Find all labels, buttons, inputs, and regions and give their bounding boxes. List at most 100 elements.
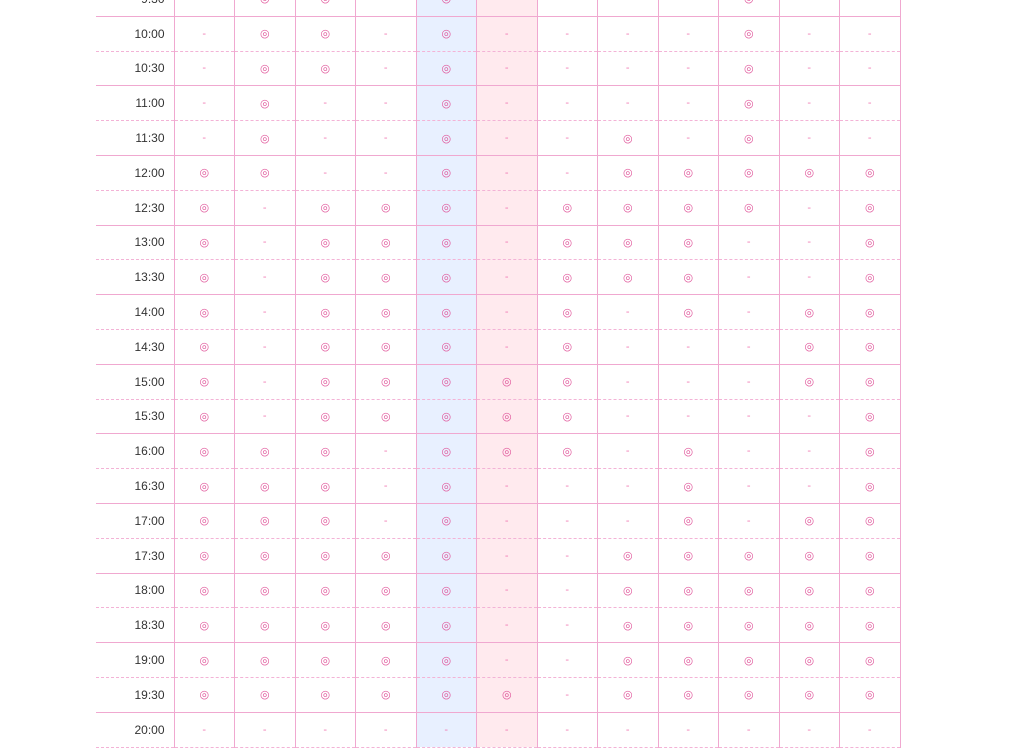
available-slot[interactable]: ◎ xyxy=(839,642,901,678)
available-slot[interactable]: ◎ xyxy=(778,538,840,574)
available-slot[interactable]: ◎ xyxy=(234,120,296,156)
available-slot[interactable]: ◎ xyxy=(234,16,296,52)
available-slot[interactable]: ◎ xyxy=(234,573,296,609)
available-slot[interactable]: ◎ xyxy=(597,538,659,574)
available-slot[interactable]: ◎ xyxy=(355,538,417,574)
available-slot[interactable]: ◎ xyxy=(294,538,356,574)
available-slot[interactable]: ◎ xyxy=(415,51,477,87)
available-slot[interactable]: ◎ xyxy=(657,642,719,678)
available-slot[interactable]: ◎ xyxy=(476,364,538,400)
available-slot[interactable]: ◎ xyxy=(718,0,780,17)
available-slot[interactable]: ◎ xyxy=(536,259,598,296)
available-slot[interactable]: ◎ xyxy=(173,677,235,713)
available-slot[interactable]: ◎ xyxy=(173,607,235,644)
available-slot[interactable]: ◎ xyxy=(536,190,598,226)
available-slot[interactable]: ◎ xyxy=(415,538,477,574)
available-slot[interactable]: ◎ xyxy=(294,51,356,87)
available-slot[interactable]: ◎ xyxy=(839,399,901,435)
available-slot[interactable]: ◎ xyxy=(839,294,901,330)
available-slot[interactable]: ◎ xyxy=(778,677,840,713)
available-slot[interactable]: ◎ xyxy=(234,433,296,470)
available-slot[interactable]: ◎ xyxy=(234,155,296,191)
available-slot[interactable]: ◎ xyxy=(718,642,780,678)
available-slot[interactable]: ◎ xyxy=(718,51,780,87)
available-slot[interactable]: ◎ xyxy=(234,677,296,713)
available-slot[interactable]: ◎ xyxy=(173,364,235,400)
available-slot[interactable]: ◎ xyxy=(536,225,598,261)
available-slot[interactable]: ◎ xyxy=(597,677,659,713)
available-slot[interactable]: ◎ xyxy=(597,225,659,261)
available-slot[interactable]: ◎ xyxy=(415,155,477,191)
available-slot[interactable]: ◎ xyxy=(657,468,719,504)
available-slot[interactable]: ◎ xyxy=(294,433,356,470)
available-slot[interactable]: ◎ xyxy=(173,642,235,678)
available-slot[interactable]: ◎ xyxy=(415,85,477,122)
available-slot[interactable]: ◎ xyxy=(839,190,901,226)
available-slot[interactable]: ◎ xyxy=(173,468,235,504)
available-slot[interactable]: ◎ xyxy=(597,607,659,644)
available-slot[interactable]: ◎ xyxy=(415,259,477,296)
available-slot[interactable]: ◎ xyxy=(234,642,296,678)
available-slot[interactable]: ◎ xyxy=(173,503,235,539)
available-slot[interactable]: ◎ xyxy=(597,642,659,678)
available-slot[interactable]: ◎ xyxy=(173,433,235,470)
available-slot[interactable]: ◎ xyxy=(294,677,356,713)
available-slot[interactable]: ◎ xyxy=(173,259,235,296)
available-slot[interactable]: ◎ xyxy=(718,120,780,156)
available-slot[interactable]: ◎ xyxy=(536,399,598,435)
available-slot[interactable]: ◎ xyxy=(778,329,840,365)
available-slot[interactable]: ◎ xyxy=(173,538,235,574)
available-slot[interactable]: ◎ xyxy=(415,642,477,678)
available-slot[interactable]: ◎ xyxy=(718,573,780,609)
available-slot[interactable]: ◎ xyxy=(597,155,659,191)
available-slot[interactable]: ◎ xyxy=(657,294,719,330)
available-slot[interactable]: ◎ xyxy=(294,190,356,226)
available-slot[interactable]: ◎ xyxy=(657,503,719,539)
available-slot[interactable]: ◎ xyxy=(839,155,901,191)
available-slot[interactable]: ◎ xyxy=(657,677,719,713)
available-slot[interactable]: ◎ xyxy=(536,364,598,400)
available-slot[interactable]: ◎ xyxy=(839,225,901,261)
available-slot[interactable]: ◎ xyxy=(415,677,477,713)
available-slot[interactable]: ◎ xyxy=(657,155,719,191)
available-slot[interactable]: ◎ xyxy=(718,677,780,713)
available-slot[interactable]: ◎ xyxy=(173,294,235,330)
available-slot[interactable]: ◎ xyxy=(294,503,356,539)
available-slot[interactable]: ◎ xyxy=(536,294,598,330)
available-slot[interactable]: ◎ xyxy=(839,259,901,296)
available-slot[interactable]: ◎ xyxy=(234,0,296,17)
available-slot[interactable]: ◎ xyxy=(415,399,477,435)
available-slot[interactable]: ◎ xyxy=(718,538,780,574)
available-slot[interactable]: ◎ xyxy=(415,468,477,504)
available-slot[interactable]: ◎ xyxy=(778,294,840,330)
available-slot[interactable]: ◎ xyxy=(476,677,538,713)
available-slot[interactable]: ◎ xyxy=(234,538,296,574)
available-slot[interactable]: ◎ xyxy=(718,190,780,226)
available-slot[interactable]: ◎ xyxy=(355,329,417,365)
available-slot[interactable]: ◎ xyxy=(778,607,840,644)
available-slot[interactable]: ◎ xyxy=(778,573,840,609)
available-slot[interactable]: ◎ xyxy=(657,190,719,226)
available-slot[interactable]: ◎ xyxy=(415,329,477,365)
available-slot[interactable]: ◎ xyxy=(294,259,356,296)
available-slot[interactable]: ◎ xyxy=(234,503,296,539)
available-slot[interactable]: ◎ xyxy=(536,433,598,470)
available-slot[interactable]: ◎ xyxy=(415,190,477,226)
available-slot[interactable]: ◎ xyxy=(839,607,901,644)
available-slot[interactable]: ◎ xyxy=(415,433,477,470)
available-slot[interactable]: ◎ xyxy=(294,225,356,261)
available-slot[interactable]: ◎ xyxy=(173,329,235,365)
available-slot[interactable]: ◎ xyxy=(597,259,659,296)
available-slot[interactable]: ◎ xyxy=(839,364,901,400)
available-slot[interactable]: ◎ xyxy=(839,468,901,504)
available-slot[interactable]: ◎ xyxy=(718,16,780,52)
available-slot[interactable]: ◎ xyxy=(355,225,417,261)
available-slot[interactable]: ◎ xyxy=(415,607,477,644)
available-slot[interactable]: ◎ xyxy=(415,294,477,330)
available-slot[interactable]: ◎ xyxy=(778,642,840,678)
available-slot[interactable]: ◎ xyxy=(657,607,719,644)
available-slot[interactable]: ◎ xyxy=(355,642,417,678)
available-slot[interactable]: ◎ xyxy=(476,399,538,435)
available-slot[interactable]: ◎ xyxy=(294,642,356,678)
available-slot[interactable]: ◎ xyxy=(657,573,719,609)
